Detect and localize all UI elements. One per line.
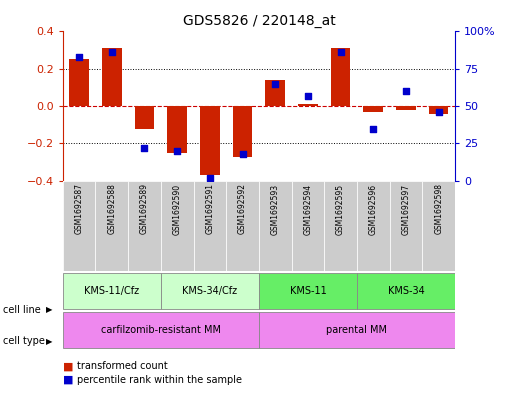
- Bar: [63, 312, 259, 348]
- Text: ▶: ▶: [46, 337, 52, 345]
- Point: [140, 145, 149, 151]
- Bar: [69, 59, 89, 106]
- Text: ■: ■: [63, 375, 73, 385]
- Text: KMS-11: KMS-11: [290, 286, 326, 296]
- Bar: [266, 80, 285, 106]
- Point: [108, 49, 116, 55]
- Bar: [63, 273, 161, 309]
- Bar: [194, 181, 226, 271]
- Bar: [357, 181, 390, 271]
- Text: GSM1692597: GSM1692597: [402, 184, 411, 235]
- Bar: [324, 181, 357, 271]
- Bar: [259, 312, 455, 348]
- Point: [435, 109, 443, 115]
- Point: [271, 81, 279, 87]
- Point: [402, 88, 410, 94]
- Text: GSM1692587: GSM1692587: [75, 184, 84, 235]
- Bar: [396, 106, 416, 110]
- Bar: [167, 106, 187, 153]
- Text: KMS-11/Cfz: KMS-11/Cfz: [84, 286, 139, 296]
- Bar: [259, 181, 292, 271]
- Text: percentile rank within the sample: percentile rank within the sample: [77, 375, 242, 385]
- Bar: [226, 181, 259, 271]
- Bar: [200, 106, 220, 175]
- Text: GSM1692591: GSM1692591: [206, 184, 214, 235]
- Text: GSM1692593: GSM1692593: [271, 184, 280, 235]
- Bar: [128, 181, 161, 271]
- Bar: [95, 181, 128, 271]
- Point: [173, 148, 181, 154]
- Text: GSM1692596: GSM1692596: [369, 184, 378, 235]
- Text: KMS-34/Cfz: KMS-34/Cfz: [183, 286, 237, 296]
- Bar: [429, 106, 448, 114]
- Point: [75, 54, 83, 60]
- Title: GDS5826 / 220148_at: GDS5826 / 220148_at: [183, 14, 335, 28]
- Bar: [298, 104, 318, 106]
- Bar: [363, 106, 383, 112]
- Text: GSM1692598: GSM1692598: [434, 184, 443, 235]
- Bar: [161, 273, 259, 309]
- Text: GSM1692595: GSM1692595: [336, 184, 345, 235]
- Bar: [357, 273, 455, 309]
- Text: GSM1692588: GSM1692588: [107, 184, 116, 234]
- Text: ■: ■: [63, 361, 73, 371]
- Text: cell type: cell type: [3, 336, 44, 346]
- Bar: [390, 181, 423, 271]
- Text: KMS-34: KMS-34: [388, 286, 424, 296]
- Bar: [63, 181, 95, 271]
- Bar: [161, 181, 194, 271]
- Text: ▶: ▶: [46, 305, 52, 314]
- Bar: [259, 273, 357, 309]
- Text: parental MM: parental MM: [326, 325, 388, 335]
- Bar: [292, 181, 324, 271]
- Bar: [331, 48, 350, 106]
- Text: GSM1692592: GSM1692592: [238, 184, 247, 235]
- Bar: [102, 48, 121, 106]
- Point: [206, 174, 214, 181]
- Text: transformed count: transformed count: [77, 361, 168, 371]
- Text: cell line: cell line: [3, 305, 40, 315]
- Point: [369, 125, 378, 132]
- Text: GSM1692594: GSM1692594: [303, 184, 312, 235]
- Text: carfilzomib-resistant MM: carfilzomib-resistant MM: [101, 325, 221, 335]
- Bar: [233, 106, 252, 156]
- Text: GSM1692590: GSM1692590: [173, 184, 181, 235]
- Point: [304, 92, 312, 99]
- Bar: [423, 181, 455, 271]
- Text: GSM1692589: GSM1692589: [140, 184, 149, 235]
- Bar: [134, 106, 154, 129]
- Point: [336, 49, 345, 55]
- Point: [238, 151, 247, 157]
